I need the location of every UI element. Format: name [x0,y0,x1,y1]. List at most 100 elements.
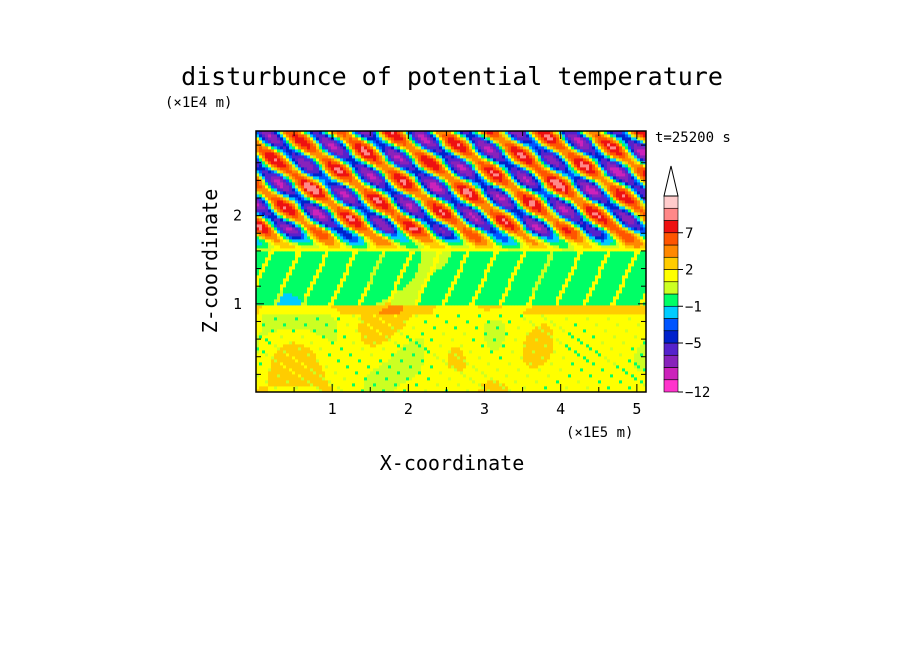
heatmap-cell [331,302,335,306]
heatmap-cell [604,341,608,345]
heatmap-cell [628,332,632,336]
heatmap-cell [457,290,461,294]
heatmap-cell [484,278,488,282]
heatmap-cell [523,341,527,345]
heatmap-cell [565,389,569,393]
heatmap-cell [562,317,566,321]
heatmap-cell [562,359,566,363]
heatmap-cell [610,278,614,282]
heatmap-cell [292,329,296,333]
heatmap-cell [628,356,632,360]
heatmap-cell [364,356,368,360]
heatmap-cell [466,287,470,291]
heatmap-cell [406,377,410,381]
heatmap-cell [487,293,491,297]
heatmap-cell [607,341,611,345]
heatmap-cell [349,299,353,303]
heatmap-cell [274,287,278,291]
heatmap-cell [604,329,608,333]
heatmap-cell [340,293,344,297]
heatmap-cell [502,278,506,282]
heatmap-cell [313,368,317,372]
heatmap-cell [373,302,377,306]
heatmap-cell [469,311,473,315]
heatmap-cell [466,314,470,318]
heatmap-cell [616,302,620,306]
heatmap-cell [487,374,491,378]
heatmap-cell [592,353,596,357]
heatmap-cell [625,389,629,393]
heatmap-cell [544,308,548,312]
heatmap-cell [412,350,416,354]
heatmap-cell [529,329,533,333]
heatmap-cell [265,320,269,324]
heatmap-cell [562,347,566,351]
heatmap-cell [559,281,563,285]
heatmap-cell [631,284,635,288]
heatmap-cell [619,374,623,378]
heatmap-cell [382,332,386,336]
heatmap-cell [538,323,542,327]
heatmap-cell [403,362,407,366]
heatmap-cell [559,293,563,297]
heatmap-cell [559,350,563,354]
heatmap-cell [385,362,389,366]
heatmap-cell [259,287,263,291]
heatmap-cell [457,302,461,306]
heatmap-cell [454,296,458,300]
heatmap-cell [463,323,467,327]
heatmap-cell [601,329,605,333]
heatmap-cell [295,338,299,342]
heatmap-cell [532,302,536,306]
heatmap-cell [346,296,350,300]
heatmap-cell [412,389,416,393]
heatmap-cell [508,296,512,300]
heatmap-cell [628,359,632,363]
heatmap-cell [346,326,350,330]
heatmap-cell [415,320,419,324]
heatmap-cell [571,287,575,291]
heatmap-cell [364,344,368,348]
heatmap-cell [472,302,476,306]
heatmap-cell [439,326,443,330]
heatmap-cell [532,365,536,369]
heatmap-cell [514,332,518,336]
heatmap-cell [598,299,602,303]
heatmap-cell [634,308,638,312]
heatmap-cell [361,338,365,342]
heatmap-cell [430,353,434,357]
heatmap-cell [301,311,305,315]
heatmap-cell [394,344,398,348]
heatmap-cell [337,284,341,288]
heatmap-cell [298,371,302,375]
heatmap-cell [517,338,521,342]
heatmap-cell [415,302,419,306]
heatmap-cell [286,356,290,360]
heatmap-cell [559,308,563,312]
heatmap-cell [385,281,389,285]
heatmap-cell [574,365,578,369]
heatmap-cell [421,380,425,384]
heatmap-cell [361,293,365,297]
heatmap-cell [550,377,554,381]
heatmap-cell [511,374,515,378]
heatmap-cell [346,344,350,348]
heatmap-cell [433,320,437,324]
heatmap-cell [496,326,500,330]
heatmap-cell [517,344,521,348]
heatmap-cell [544,323,548,327]
heatmap-cell [271,278,275,282]
heatmap-cell [358,308,362,312]
heatmap-cell [448,341,452,345]
heatmap-cell [529,281,533,285]
heatmap-cell [526,317,530,321]
heatmap-cell [616,374,620,378]
heatmap-cell [589,278,593,282]
heatmap-cell [442,329,446,333]
heatmap-cell [331,308,335,312]
heatmap-cell [409,320,413,324]
heatmap-cell [586,389,590,393]
heatmap-cell [526,305,530,309]
heatmap-cell [445,299,449,303]
heatmap-cell [418,350,422,354]
